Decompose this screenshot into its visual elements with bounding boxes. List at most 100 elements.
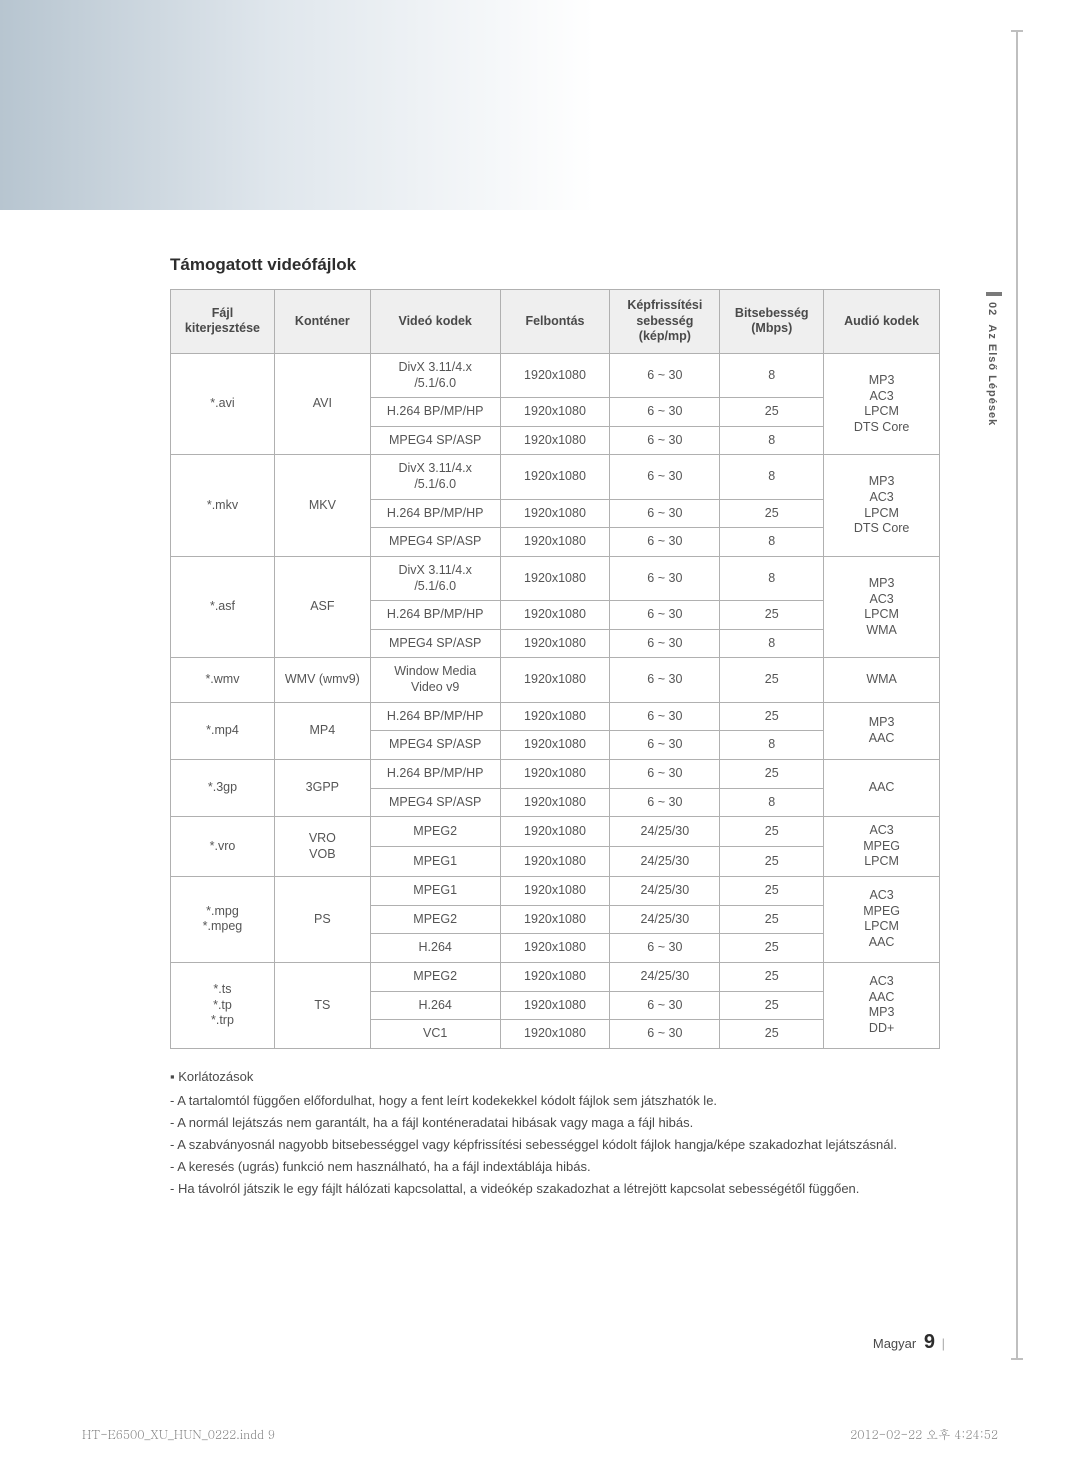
cell-container: MKV xyxy=(274,455,370,557)
top-gradient-band xyxy=(0,0,1080,210)
table-row: *.mkvMKVDivX 3.11/4.x/5.1/6.01920x10806 … xyxy=(171,455,940,499)
cell-vcodec: H.264 BP/MP/HP xyxy=(370,702,500,731)
cell-res: 1920x1080 xyxy=(500,528,610,557)
cell-res: 1920x1080 xyxy=(500,817,610,847)
cell-fps: 24/25/30 xyxy=(610,905,720,934)
cell-fps: 6 ~ 30 xyxy=(610,353,720,397)
cell-res: 1920x1080 xyxy=(500,658,610,702)
cell-ext: *.ts*.tp*.trp xyxy=(171,962,275,1048)
cell-acodec: AC3AACMP3DD+ xyxy=(824,962,940,1048)
limitation-item: - Ha távolról játszik le egy fájlt hálóz… xyxy=(170,1179,940,1199)
cell-bitrate: 8 xyxy=(720,731,824,760)
page-content: Támogatott videófájlok Fájlkiterjesztése… xyxy=(170,255,940,1202)
table-header-row: Fájlkiterjesztése Konténer Videó kodek F… xyxy=(171,290,940,354)
cell-fps: 6 ~ 30 xyxy=(610,934,720,963)
cell-res: 1920x1080 xyxy=(500,905,610,934)
cell-vcodec: H.264 xyxy=(370,991,500,1020)
th-container: Konténer xyxy=(274,290,370,354)
cell-bitrate: 8 xyxy=(720,629,824,658)
cell-container: ASF xyxy=(274,556,370,658)
cell-bitrate: 25 xyxy=(720,658,824,702)
cell-res: 1920x1080 xyxy=(500,455,610,499)
cell-res: 1920x1080 xyxy=(500,731,610,760)
cell-ext: *.avi xyxy=(171,353,275,455)
cell-container: AVI xyxy=(274,353,370,455)
side-chapter-tab: 02 Az Első Lépések xyxy=(986,292,1002,426)
th-ext: Fájlkiterjesztése xyxy=(171,290,275,354)
cell-vcodec: H.264 BP/MP/HP xyxy=(370,601,500,630)
cell-container: TS xyxy=(274,962,370,1048)
cell-vcodec: MPEG4 SP/ASP xyxy=(370,788,500,817)
cell-fps: 6 ~ 30 xyxy=(610,702,720,731)
cell-bitrate: 25 xyxy=(720,1020,824,1049)
section-title: Támogatott videófájlok xyxy=(170,255,940,275)
print-footer-timestamp: 2012-02-22 오후 4:24:52 xyxy=(850,1426,998,1443)
print-footer: HT-E6500_XU_HUN_0222.indd 9 2012-02-22 오… xyxy=(82,1426,998,1443)
codec-support-table: Fájlkiterjesztése Konténer Videó kodek F… xyxy=(170,289,940,1049)
cell-bitrate: 25 xyxy=(720,991,824,1020)
cell-res: 1920x1080 xyxy=(500,426,610,455)
table-row: *.aviAVIDivX 3.11/4.x/5.1/6.01920x10806 … xyxy=(171,353,940,397)
cell-fps: 6 ~ 30 xyxy=(610,556,720,600)
page-footer-right: Magyar 9 | xyxy=(873,1331,945,1354)
limitations-heading: Korlátozások xyxy=(178,1069,253,1084)
cell-vcodec: DivX 3.11/4.x/5.1/6.0 xyxy=(370,455,500,499)
cell-container: PS xyxy=(274,877,370,963)
cell-bitrate: 25 xyxy=(720,847,824,877)
cell-acodec: MP3AC3LPCMDTS Core xyxy=(824,455,940,557)
cell-fps: 24/25/30 xyxy=(610,847,720,877)
cell-bitrate: 8 xyxy=(720,528,824,557)
cell-container: VROVOB xyxy=(274,817,370,877)
cell-fps: 24/25/30 xyxy=(610,877,720,906)
limitations-section: ▪ Korlátozások - A tartalomtól függően e… xyxy=(170,1067,940,1200)
cell-res: 1920x1080 xyxy=(500,934,610,963)
cell-vcodec: MPEG2 xyxy=(370,962,500,991)
th-acodec: Audió kodek xyxy=(824,290,940,354)
footer-language: Magyar xyxy=(873,1336,916,1351)
cell-vcodec: H.264 xyxy=(370,934,500,963)
cell-vcodec: DivX 3.11/4.x/5.1/6.0 xyxy=(370,556,500,600)
table-row: *.mpg*.mpegPSMPEG11920x108024/25/3025AC3… xyxy=(171,877,940,906)
print-footer-filename: HT-E6500_XU_HUN_0222.indd 9 xyxy=(82,1426,275,1443)
th-vcodec: Videó kodek xyxy=(370,290,500,354)
cell-ext: *.vro xyxy=(171,817,275,877)
cell-vcodec: Window MediaVideo v9 xyxy=(370,658,500,702)
cell-fps: 6 ~ 30 xyxy=(610,455,720,499)
cell-bitrate: 25 xyxy=(720,905,824,934)
cell-res: 1920x1080 xyxy=(500,601,610,630)
cell-fps: 6 ~ 30 xyxy=(610,499,720,528)
table-row: *.asfASFDivX 3.11/4.x/5.1/6.01920x10806 … xyxy=(171,556,940,600)
cell-vcodec: MPEG4 SP/ASP xyxy=(370,629,500,658)
cell-res: 1920x1080 xyxy=(500,629,610,658)
cell-res: 1920x1080 xyxy=(500,353,610,397)
cell-bitrate: 25 xyxy=(720,934,824,963)
cell-vcodec: MPEG2 xyxy=(370,905,500,934)
cell-fps: 6 ~ 30 xyxy=(610,426,720,455)
cell-vcodec: MPEG4 SP/ASP xyxy=(370,731,500,760)
cell-res: 1920x1080 xyxy=(500,499,610,528)
cell-acodec: MP3AC3LPCMDTS Core xyxy=(824,353,940,455)
cell-bitrate: 25 xyxy=(720,817,824,847)
cell-bitrate: 25 xyxy=(720,702,824,731)
cell-acodec: MP3AAC xyxy=(824,702,940,759)
cell-res: 1920x1080 xyxy=(500,556,610,600)
cell-res: 1920x1080 xyxy=(500,991,610,1020)
cell-vcodec: MPEG1 xyxy=(370,877,500,906)
cell-container: 3GPP xyxy=(274,759,370,816)
cell-vcodec: MPEG1 xyxy=(370,847,500,877)
cell-bitrate: 25 xyxy=(720,962,824,991)
cell-res: 1920x1080 xyxy=(500,962,610,991)
cell-fps: 6 ~ 30 xyxy=(610,1020,720,1049)
limitation-item: - A szabványosnál nagyobb bitsebességgel… xyxy=(170,1135,940,1155)
cell-acodec: AC3MPEGLPCMAAC xyxy=(824,877,940,963)
cell-res: 1920x1080 xyxy=(500,877,610,906)
cell-bitrate: 8 xyxy=(720,426,824,455)
cell-fps: 24/25/30 xyxy=(610,817,720,847)
cell-res: 1920x1080 xyxy=(500,788,610,817)
cell-fps: 6 ~ 30 xyxy=(610,398,720,427)
cell-bitrate: 8 xyxy=(720,788,824,817)
limitation-item: - A keresés (ugrás) funkció nem használh… xyxy=(170,1157,940,1177)
table-row: *.ts*.tp*.trpTSMPEG21920x108024/25/3025A… xyxy=(171,962,940,991)
cell-acodec: WMA xyxy=(824,658,940,702)
cell-acodec: AAC xyxy=(824,759,940,816)
